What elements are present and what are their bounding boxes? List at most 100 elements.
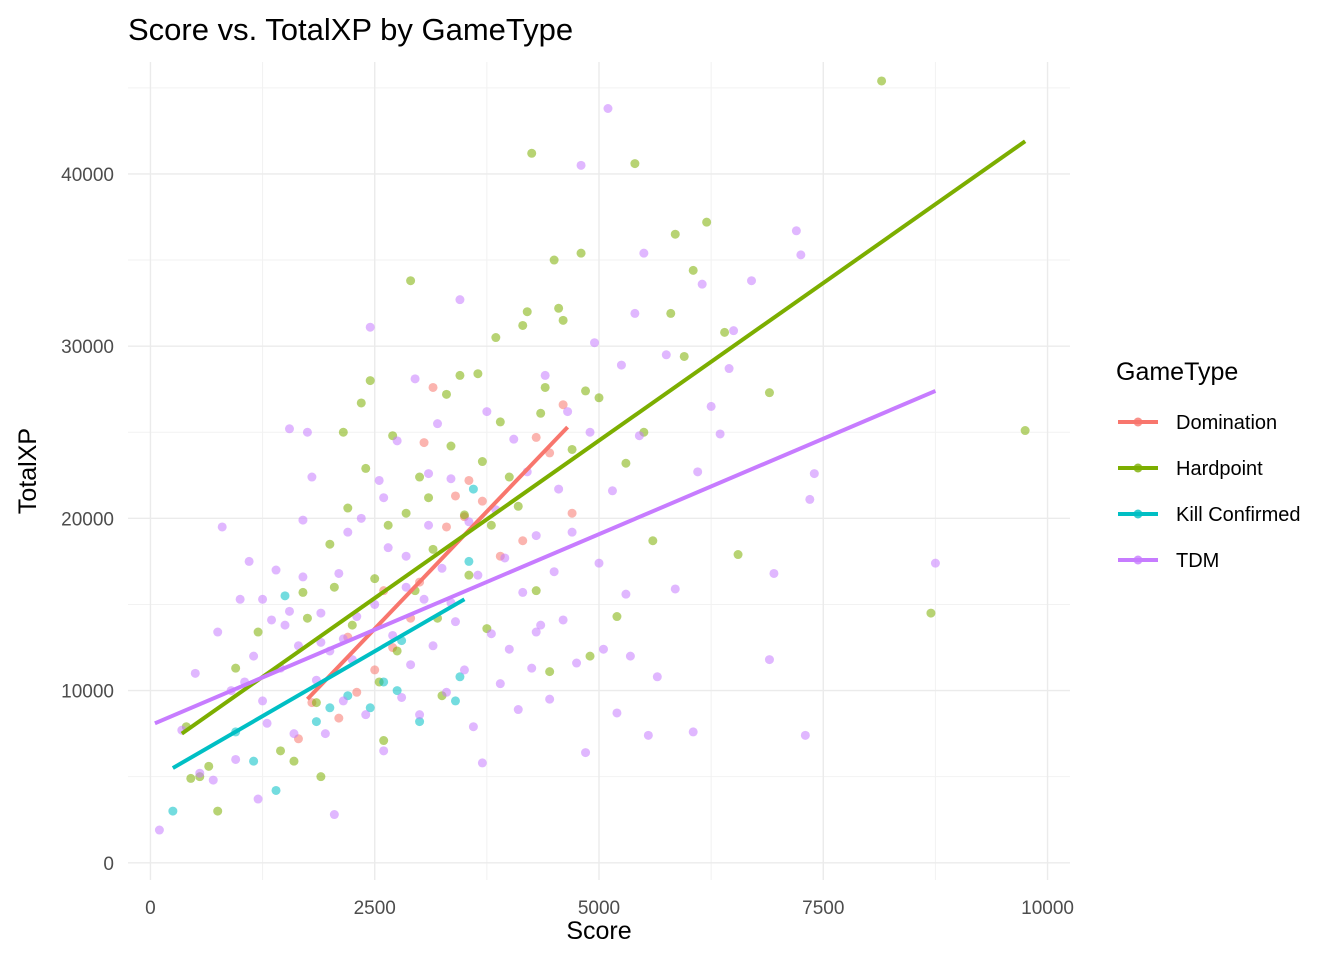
x-tick-label: 10000 <box>1021 898 1074 919</box>
data-point <box>594 558 604 568</box>
data-point <box>370 665 380 675</box>
data-point <box>365 322 375 332</box>
data-point <box>670 229 680 239</box>
data-point <box>477 758 487 768</box>
data-point <box>930 558 940 568</box>
chart-title: Score vs. TotalXP by GameType <box>128 12 574 47</box>
data-point <box>531 432 541 442</box>
data-point <box>522 307 532 317</box>
data-point <box>585 651 595 661</box>
data-point <box>688 727 698 737</box>
data-point <box>338 696 348 706</box>
data-point <box>446 441 456 451</box>
data-point <box>791 226 801 236</box>
data-point <box>401 582 411 592</box>
grid-layer <box>128 62 1070 880</box>
y-tick-label: 40000 <box>61 165 114 186</box>
data-point <box>648 536 658 546</box>
data-point <box>249 651 259 661</box>
data-point <box>567 527 577 537</box>
data-point <box>231 663 241 673</box>
data-point <box>459 665 469 675</box>
data-point <box>213 806 223 816</box>
data-point <box>464 475 474 485</box>
data-point <box>370 574 380 584</box>
legend-key-point <box>1133 555 1143 565</box>
data-point <box>616 360 626 370</box>
data-point <box>258 594 268 604</box>
data-point <box>204 761 214 771</box>
data-point <box>450 617 460 627</box>
data-point <box>338 427 348 437</box>
data-point <box>554 303 564 313</box>
data-point <box>289 729 299 739</box>
data-point <box>796 250 806 260</box>
data-point <box>581 748 591 758</box>
data-point <box>446 474 456 484</box>
data-point <box>356 398 366 408</box>
legend-title: GameType <box>1116 358 1238 386</box>
data-point <box>316 608 326 618</box>
legend-label: Domination <box>1176 412 1277 434</box>
data-point <box>213 627 223 637</box>
data-point <box>473 570 483 580</box>
data-point <box>401 551 411 561</box>
data-point <box>459 510 469 520</box>
data-point <box>325 703 335 713</box>
data-point <box>549 255 559 265</box>
data-point <box>271 565 281 575</box>
data-point <box>1020 426 1030 436</box>
data-point <box>329 582 339 592</box>
axis-layer: 0 2500 5000 7500 10000 0 10000 20000 30000 40000 S… <box>14 165 1074 945</box>
data-point <box>877 76 887 86</box>
data-point <box>320 729 330 739</box>
data-point <box>688 265 698 275</box>
data-point <box>316 772 326 782</box>
data-point <box>379 746 389 756</box>
y-axis-title: TotalXP <box>14 428 42 514</box>
data-point <box>486 629 496 639</box>
data-point <box>410 374 420 384</box>
data-point <box>536 408 546 418</box>
data-point <box>464 517 474 527</box>
data-point <box>370 599 380 609</box>
data-point <box>450 696 460 706</box>
data-point <box>612 612 622 622</box>
data-point <box>244 556 254 566</box>
trend-line <box>171 597 466 770</box>
data-point <box>509 434 519 444</box>
data-point <box>625 651 635 661</box>
data-point <box>379 736 389 746</box>
data-point <box>733 550 743 560</box>
data-point <box>491 333 501 343</box>
data-point <box>334 568 344 578</box>
data-point <box>284 606 294 616</box>
data-point <box>724 364 734 374</box>
data-point <box>670 584 680 594</box>
data-point <box>334 713 344 723</box>
data-point <box>316 637 326 647</box>
data-point <box>536 620 546 630</box>
data-point <box>513 501 523 511</box>
data-point <box>518 587 528 597</box>
data-point <box>468 484 478 494</box>
data-point <box>311 717 321 727</box>
data-point <box>433 419 443 429</box>
data-point <box>441 522 451 532</box>
data-point <box>558 400 568 410</box>
data-point <box>607 486 617 496</box>
data-point <box>621 458 631 468</box>
data-point <box>406 660 416 670</box>
data-point <box>527 148 537 158</box>
data-point <box>365 703 375 713</box>
data-point <box>441 389 451 399</box>
data-point <box>679 351 689 361</box>
data-point <box>464 556 474 566</box>
data-point <box>424 469 434 479</box>
data-point <box>706 401 716 411</box>
data-point <box>531 586 541 596</box>
data-point <box>401 508 411 518</box>
data-point <box>231 754 241 764</box>
data-point <box>576 160 586 170</box>
data-point <box>572 658 582 668</box>
